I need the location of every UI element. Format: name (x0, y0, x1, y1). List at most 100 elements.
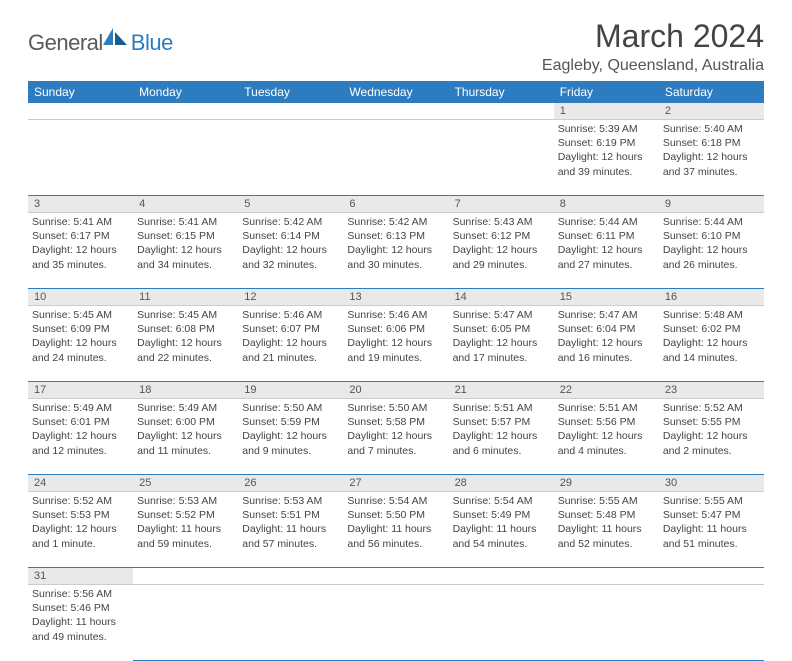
daylight-text: Daylight: 12 hours and 6 minutes. (453, 429, 550, 457)
day-number-cell: 19 (238, 382, 343, 399)
day-cell: Sunrise: 5:52 AMSunset: 5:55 PMDaylight:… (659, 399, 764, 475)
day-details: Sunrise: 5:49 AMSunset: 6:01 PMDaylight:… (32, 401, 129, 458)
day-details: Sunrise: 5:56 AMSunset: 5:46 PMDaylight:… (32, 587, 129, 644)
day-details: Sunrise: 5:44 AMSunset: 6:11 PMDaylight:… (558, 215, 655, 272)
day-number-row: 12 (28, 103, 764, 120)
sunrise-text: Sunrise: 5:49 AM (32, 401, 129, 415)
day-details: Sunrise: 5:54 AMSunset: 5:49 PMDaylight:… (453, 494, 550, 551)
sunset-text: Sunset: 5:53 PM (32, 508, 129, 522)
day-number-row: 10111213141516 (28, 289, 764, 306)
sunset-text: Sunset: 5:48 PM (558, 508, 655, 522)
sunrise-text: Sunrise: 5:51 AM (558, 401, 655, 415)
day-number-cell: 10 (28, 289, 133, 306)
day-number-cell: 5 (238, 196, 343, 213)
sunset-text: Sunset: 6:14 PM (242, 229, 339, 243)
sunset-text: Sunset: 6:08 PM (137, 322, 234, 336)
daylight-text: Daylight: 12 hours and 2 minutes. (663, 429, 760, 457)
weekday-header: Friday (554, 81, 659, 103)
daylight-text: Daylight: 12 hours and 17 minutes. (453, 336, 550, 364)
day-cell: Sunrise: 5:46 AMSunset: 6:06 PMDaylight:… (343, 306, 448, 382)
weekday-header: Wednesday (343, 81, 448, 103)
day-number-cell (449, 103, 554, 120)
daylight-text: Daylight: 12 hours and 30 minutes. (347, 243, 444, 271)
daylight-text: Daylight: 11 hours and 54 minutes. (453, 522, 550, 550)
daylight-text: Daylight: 12 hours and 35 minutes. (32, 243, 129, 271)
day-number-cell: 25 (133, 475, 238, 492)
day-number-cell: 12 (238, 289, 343, 306)
daylight-text: Daylight: 12 hours and 29 minutes. (453, 243, 550, 271)
day-cell: Sunrise: 5:46 AMSunset: 6:07 PMDaylight:… (238, 306, 343, 382)
day-details: Sunrise: 5:49 AMSunset: 6:00 PMDaylight:… (137, 401, 234, 458)
sunset-text: Sunset: 6:17 PM (32, 229, 129, 243)
week-row: Sunrise: 5:41 AMSunset: 6:17 PMDaylight:… (28, 213, 764, 289)
day-cell (449, 120, 554, 196)
day-cell: Sunrise: 5:56 AMSunset: 5:46 PMDaylight:… (28, 585, 133, 661)
day-details: Sunrise: 5:52 AMSunset: 5:53 PMDaylight:… (32, 494, 129, 551)
daylight-text: Daylight: 11 hours and 59 minutes. (137, 522, 234, 550)
day-cell: Sunrise: 5:45 AMSunset: 6:09 PMDaylight:… (28, 306, 133, 382)
daylight-text: Daylight: 12 hours and 22 minutes. (137, 336, 234, 364)
day-cell: Sunrise: 5:49 AMSunset: 6:00 PMDaylight:… (133, 399, 238, 475)
sunrise-text: Sunrise: 5:56 AM (32, 587, 129, 601)
day-number-cell: 13 (343, 289, 448, 306)
sunrise-text: Sunrise: 5:48 AM (663, 308, 760, 322)
daylight-text: Daylight: 12 hours and 27 minutes. (558, 243, 655, 271)
day-number-cell (133, 103, 238, 120)
daylight-text: Daylight: 12 hours and 32 minutes. (242, 243, 339, 271)
day-number-row: 17181920212223 (28, 382, 764, 399)
day-cell (343, 585, 448, 661)
day-details: Sunrise: 5:40 AMSunset: 6:18 PMDaylight:… (663, 122, 760, 179)
weekday-header: Monday (133, 81, 238, 103)
day-number-cell: 17 (28, 382, 133, 399)
day-number-cell (133, 568, 238, 585)
day-cell (133, 585, 238, 661)
day-number-cell: 22 (554, 382, 659, 399)
sunrise-text: Sunrise: 5:52 AM (32, 494, 129, 508)
day-number-cell (659, 568, 764, 585)
day-number-cell: 23 (659, 382, 764, 399)
day-number-cell: 11 (133, 289, 238, 306)
weekday-header: Saturday (659, 81, 764, 103)
day-details: Sunrise: 5:47 AMSunset: 6:04 PMDaylight:… (558, 308, 655, 365)
day-details: Sunrise: 5:47 AMSunset: 6:05 PMDaylight:… (453, 308, 550, 365)
daylight-text: Daylight: 12 hours and 11 minutes. (137, 429, 234, 457)
day-cell: Sunrise: 5:49 AMSunset: 6:01 PMDaylight:… (28, 399, 133, 475)
day-cell (133, 120, 238, 196)
sunset-text: Sunset: 6:06 PM (347, 322, 444, 336)
logo: General Blue (28, 28, 173, 57)
day-details: Sunrise: 5:45 AMSunset: 6:08 PMDaylight:… (137, 308, 234, 365)
logo-text-general: General (28, 30, 103, 56)
day-number-cell: 14 (449, 289, 554, 306)
day-details: Sunrise: 5:53 AMSunset: 5:52 PMDaylight:… (137, 494, 234, 551)
day-details: Sunrise: 5:45 AMSunset: 6:09 PMDaylight:… (32, 308, 129, 365)
day-cell: Sunrise: 5:52 AMSunset: 5:53 PMDaylight:… (28, 492, 133, 568)
day-number-cell (554, 568, 659, 585)
sunrise-text: Sunrise: 5:41 AM (137, 215, 234, 229)
sunset-text: Sunset: 5:59 PM (242, 415, 339, 429)
sunrise-text: Sunrise: 5:39 AM (558, 122, 655, 136)
sunset-text: Sunset: 5:57 PM (453, 415, 550, 429)
day-cell: Sunrise: 5:47 AMSunset: 6:04 PMDaylight:… (554, 306, 659, 382)
day-number-cell: 28 (449, 475, 554, 492)
sunset-text: Sunset: 5:58 PM (347, 415, 444, 429)
daylight-text: Daylight: 12 hours and 39 minutes. (558, 150, 655, 178)
sunset-text: Sunset: 6:10 PM (663, 229, 760, 243)
sunset-text: Sunset: 6:09 PM (32, 322, 129, 336)
day-cell: Sunrise: 5:55 AMSunset: 5:47 PMDaylight:… (659, 492, 764, 568)
sunset-text: Sunset: 5:55 PM (663, 415, 760, 429)
daylight-text: Daylight: 12 hours and 7 minutes. (347, 429, 444, 457)
sunrise-text: Sunrise: 5:54 AM (453, 494, 550, 508)
day-cell (554, 585, 659, 661)
sunrise-text: Sunrise: 5:41 AM (32, 215, 129, 229)
sunset-text: Sunset: 6:01 PM (32, 415, 129, 429)
day-number-cell: 2 (659, 103, 764, 120)
day-details: Sunrise: 5:42 AMSunset: 6:13 PMDaylight:… (347, 215, 444, 272)
day-cell: Sunrise: 5:47 AMSunset: 6:05 PMDaylight:… (449, 306, 554, 382)
sunset-text: Sunset: 6:12 PM (453, 229, 550, 243)
day-number-row: 24252627282930 (28, 475, 764, 492)
daylight-text: Daylight: 12 hours and 21 minutes. (242, 336, 339, 364)
day-details: Sunrise: 5:44 AMSunset: 6:10 PMDaylight:… (663, 215, 760, 272)
day-details: Sunrise: 5:53 AMSunset: 5:51 PMDaylight:… (242, 494, 339, 551)
logo-sail-icon (103, 28, 129, 51)
location: Eagleby, Queensland, Australia (542, 57, 764, 75)
